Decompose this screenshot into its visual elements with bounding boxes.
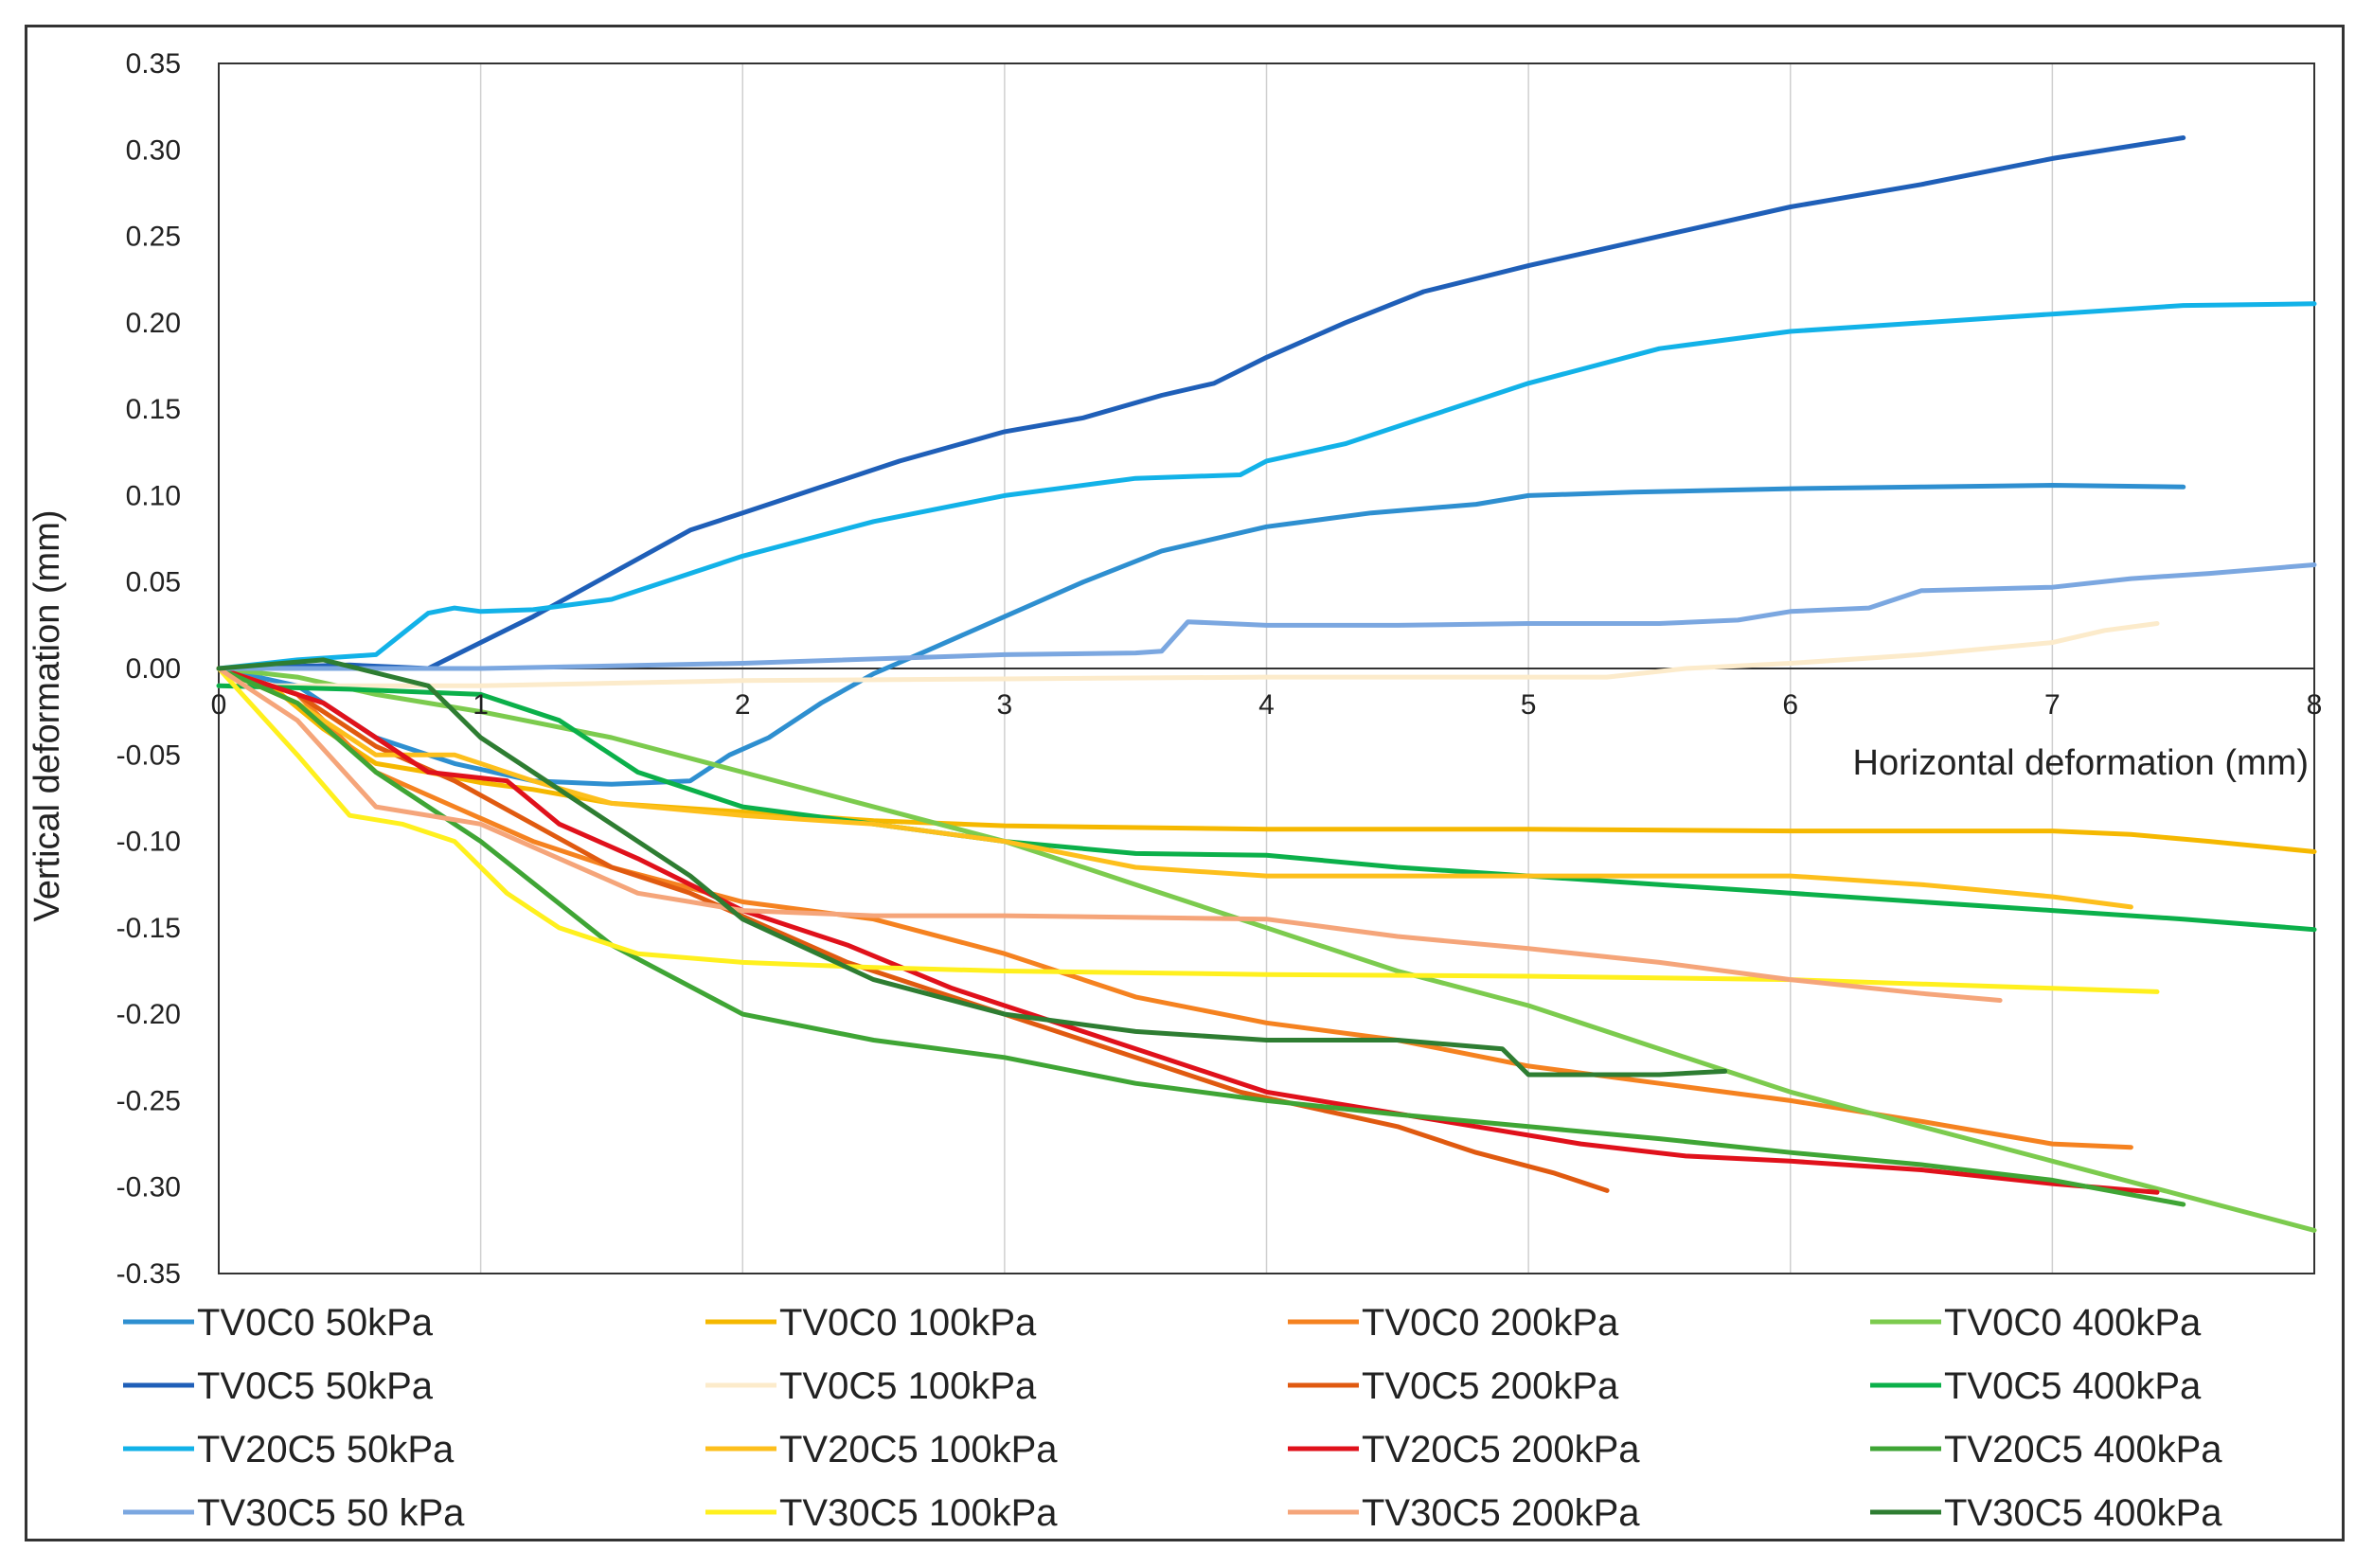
legend-label: TV30C5 200kPa	[1362, 1492, 1640, 1534]
legend-label: TV0C5 400kPa	[1944, 1365, 2202, 1407]
legend-label: TV0C0 400kPa	[1944, 1302, 2202, 1344]
y-tick-label: 0.30	[126, 134, 181, 166]
series-group	[216, 135, 2317, 1233]
legend-label: TV0C5 100kPa	[779, 1365, 1037, 1407]
legend-label: TV0C0 100kPa	[779, 1302, 1037, 1344]
y-tick-labels: 0.35 0.30 0.25 0.20 0.15 0.10 0.05 0.00 -0.05 -0.…	[116, 48, 181, 1290]
y-tick-label: 0.20	[126, 308, 181, 339]
legend-label: TV0C0 200kPa	[1362, 1302, 1619, 1344]
series-line-tv30c5-50-kpa	[216, 562, 2317, 671]
legend-label: TV0C0 50kPa	[197, 1302, 434, 1344]
series-line-tv0c5-100kpa	[216, 621, 2160, 688]
y-tick-label: -0.25	[116, 1085, 181, 1116]
y-tick-label: 0.15	[126, 394, 181, 425]
legend-label: TV30C5 400kPa	[1944, 1492, 2222, 1534]
series-line-tv20c5-100kpa	[216, 666, 2133, 910]
series-line-tv0c5-50kpa	[216, 135, 2186, 671]
x-tick-label: 7	[2044, 689, 2061, 721]
chart-frame	[25, 25, 2345, 1541]
series-line-tv0c5-200kpa	[216, 666, 1610, 1193]
legend-label: TV0C5 50kPa	[197, 1365, 434, 1407]
x-tick-label: 6	[1782, 689, 1798, 721]
x-tick-labels: 0 1 2 3 4 5 6 7 8	[211, 689, 2323, 721]
series-line-tv30c5-100kpa	[216, 666, 2160, 994]
y-tick-label: -0.15	[116, 913, 181, 944]
x-tick-label: 2	[735, 689, 751, 721]
y-tick-label: -0.10	[116, 827, 181, 858]
x-tick-label: 3	[997, 689, 1013, 721]
y-tick-label: 0.25	[126, 222, 181, 253]
y-tick-label: -0.05	[116, 739, 181, 771]
y-tick-label: -0.30	[116, 1172, 181, 1203]
y-axis-title: Vertical deformation (mm)	[27, 509, 67, 921]
y-tick-label: -0.35	[116, 1258, 181, 1290]
y-tick-label: 0.00	[126, 653, 181, 685]
legend-label: TV30C5 100kPa	[779, 1492, 1058, 1534]
series-line-tv0c0-50kpa	[216, 483, 2186, 787]
x-tick-label: 8	[2307, 689, 2323, 721]
legend-label: TV20C5 50kPa	[197, 1429, 455, 1470]
series-line-tv30c5-200kpa	[216, 666, 2003, 1003]
x-tick-label: 4	[1258, 689, 1275, 721]
x-tick-label: 1	[473, 689, 489, 721]
series-line-tv20c5-50kpa	[216, 301, 2317, 671]
series-line-tv20c5-200kpa	[216, 666, 2160, 1195]
legend-label: TV20C5 100kPa	[779, 1429, 1058, 1470]
legend: TV0C0 50kPa TV0C0 100kPa TV0C0 200kPa TV0C0…	[123, 1302, 2222, 1534]
series-line-tv30c5-400kpa	[216, 657, 1728, 1078]
y-tick-label: -0.20	[116, 999, 181, 1030]
series-line-tv0c5-400kpa	[216, 683, 2317, 933]
y-tick-label: 0.10	[126, 480, 181, 511]
x-axis-title: Horizontal deformation (mm)	[1853, 743, 2309, 783]
legend-label: TV20C5 200kPa	[1362, 1429, 1640, 1470]
series-line-tv0c0-200kpa	[216, 666, 2133, 1150]
x-tick-label: 5	[1521, 689, 1537, 721]
y-tick-label: 0.05	[126, 567, 181, 598]
series-line-tv0c0-400kpa	[216, 666, 2317, 1233]
legend-label: TV20C5 400kPa	[1944, 1429, 2222, 1470]
legend-label: TV30C5 50 kPa	[197, 1492, 465, 1534]
x-tick-label: 0	[211, 689, 227, 721]
legend-label: TV0C5 200kPa	[1362, 1365, 1619, 1407]
y-tick-label: 0.35	[126, 48, 181, 80]
